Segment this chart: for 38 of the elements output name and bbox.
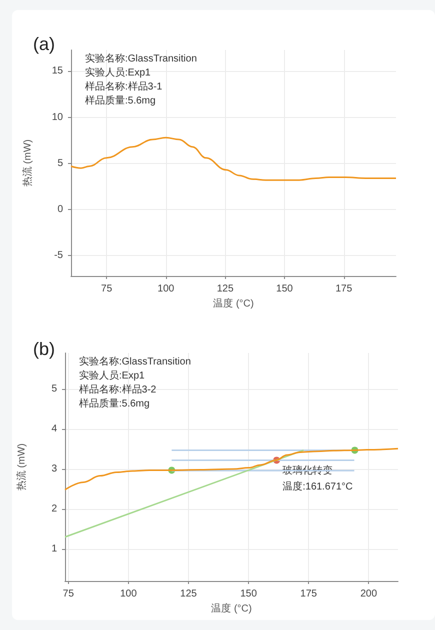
annotation: 样品名称:样品3-1 — [85, 80, 163, 92]
x-tick-label: 100 — [158, 284, 175, 294]
annotation: 实验名称:GlassTransition — [79, 356, 191, 368]
y-axis-title: 热流 (mW) — [16, 443, 28, 491]
annotation: 实验名称:GlassTransition — [85, 52, 197, 64]
annotation: 样品名称:样品3-2 — [79, 384, 157, 396]
x-tick-label: 175 — [300, 588, 318, 600]
y-tick-label: 0 — [57, 204, 64, 216]
x-tick-label: 125 — [180, 588, 198, 600]
y-tick-label: 1 — [51, 544, 58, 554]
y-tick-label: 4 — [51, 424, 58, 434]
annotation: 样品质量:5.6mg — [85, 94, 156, 106]
x-tick-label: 100 — [120, 588, 138, 600]
y-axis-title: 热流 (mW) — [22, 139, 34, 187]
y-tick-label: 3 — [51, 464, 58, 474]
x-tick-label: 150 — [240, 588, 258, 600]
annotation: 实验人员:Exp1 — [85, 66, 152, 78]
y-tick-label: 5 — [57, 158, 64, 169]
x-tick-label: 200 — [360, 588, 378, 600]
y-tick-label: 15 — [52, 66, 64, 77]
x-tick-label: 125 — [216, 284, 234, 294]
y-tick-label: 10 — [52, 112, 64, 123]
x-axis-title: 温度 (°C) — [211, 602, 252, 614]
x-tick-label: 150 — [276, 284, 294, 294]
y-tick-label: -5 — [54, 250, 64, 262]
x-tick-label: 75 — [101, 284, 113, 294]
annotation: 温度:161.671°C — [282, 480, 353, 493]
line-series — [70, 136, 397, 181]
x-tick-label: 75 — [62, 588, 74, 600]
x-axis-title: 温度 (°C) — [213, 297, 254, 310]
chart-title: (b) — [33, 339, 55, 359]
y-tick-label: 2 — [51, 504, 58, 514]
annotation: 实验人员:Exp1 — [79, 370, 146, 382]
line-series — [64, 448, 399, 491]
chart-title: (a) — [33, 34, 55, 54]
annotation: 样品质量:5.6mg — [79, 398, 150, 410]
y-tick-label: 5 — [51, 384, 58, 394]
x-tick-label: 175 — [335, 284, 353, 294]
